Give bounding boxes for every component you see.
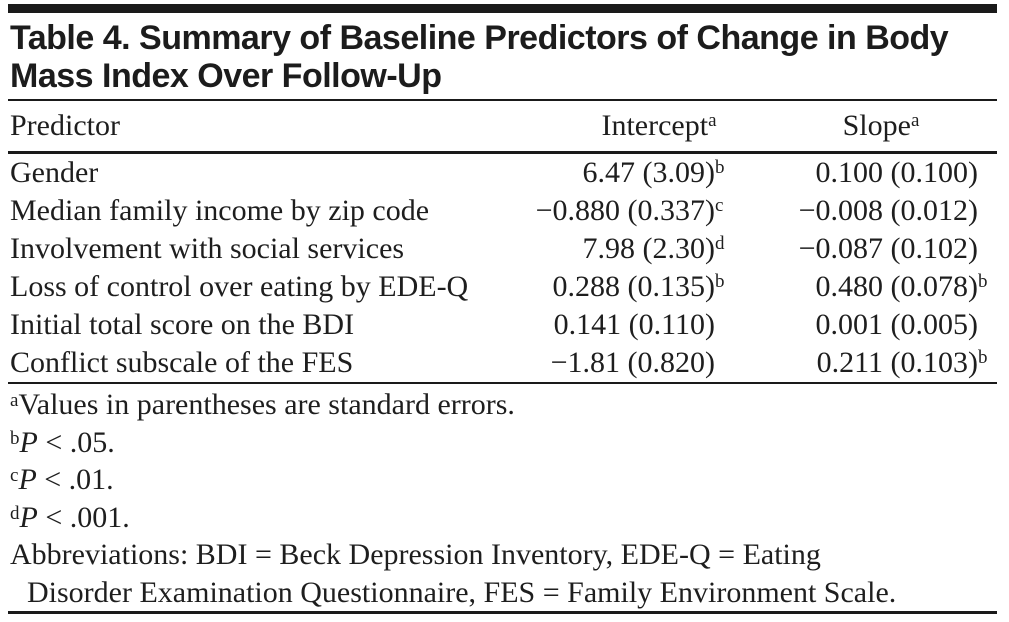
slope-cell: −0.008 (0.012) [798,194,978,227]
header-rule [8,151,997,154]
table-row: Involvement with social services 7.98 (2… [8,230,997,268]
predictor-cell: Gender [10,156,99,189]
predictor-cell: Loss of control over eating by EDE-Q [10,270,469,303]
body-rule [8,382,997,384]
footnote-text: < .001. [37,500,130,534]
footnote-text: < .05. [37,425,115,459]
footnote: bP < .05. [10,425,115,459]
slope-cell: 0.001 (0.005) [815,308,978,341]
table-row: Median family income by zip code −0.880 … [8,192,997,230]
footnote: aValues in parentheses are standard erro… [10,388,515,421]
predictor-cell: Initial total score on the BDI [10,308,355,341]
intercept-cell: 7.98 (2.30)d [582,232,725,265]
table-row: Loss of control over eating by EDE-Q 0.2… [8,268,997,306]
intercept-cell: 6.47 (3.09)b [582,156,725,189]
predictor-cell: Involvement with social services [10,232,405,265]
footnote-italic-p: P [18,463,37,496]
footnote-text: < .01. [36,463,114,496]
column-header-intercept: Intercepta [601,109,717,142]
footnote-italic-p: P [19,500,38,534]
table-title: Table 4. Summary of Baseline Predictors … [8,13,997,99]
top-rule [8,4,997,13]
title-rule [8,99,997,101]
intercept-cell: 0.288 (0.135)b [552,270,725,303]
table-row: Gender 6.47 (3.09)b 0.100 (0.100) [8,154,997,192]
table-row: Initial total score on the BDI 0.141 (0.… [8,306,997,344]
footnote-italic-p: P [19,425,38,459]
table-content: Table 4. Summary of Baseline Predictors … [8,0,997,614]
abbreviations-line1: Abbreviations: BDI = Beck Depression Inv… [10,538,821,571]
table-row: Conflict subscale of the FES −1.81 (0.82… [8,344,997,382]
slope-cell: −0.087 (0.102) [798,232,978,265]
bottom-rule [8,611,997,614]
footnotes: aValues in parentheses are standard erro… [10,386,997,536]
column-header-slope: Slopea [842,109,920,142]
slope-cell: 0.100 (0.100) [815,156,978,189]
table-title-line2: Mass Index Over Follow-Up [10,57,442,95]
intercept-header-label: Intercept [601,109,709,142]
predictor-cell: Conflict subscale of the FES [10,346,354,379]
slope-cell: 0.480 (0.078)b [815,270,988,303]
abbreviations-line2: Disorder Examination Questionnaire, FES … [27,575,897,609]
footnote: dP < .001. [10,500,130,534]
table-body: Gender 6.47 (3.09)b 0.100 (0.100) Median… [8,154,997,382]
table-title-line1: Table 4. Summary of Baseline Predictors … [10,19,949,57]
intercept-cell: 0.141 (0.110) [553,308,715,341]
intercept-cell: −0.880 (0.337)c [535,194,724,227]
predictor-cell: Median family income by zip code [10,194,430,227]
table-header-row: Predictor Intercepta Slopea [8,101,997,151]
intercept-cell: −1.81 (0.820) [550,346,715,379]
column-header-predictor: Predictor [10,109,120,142]
slope-header-label: Slope [842,109,911,142]
slope-cell: 0.211 (0.103)b [816,346,988,379]
footnote-text: Values in parentheses are standard error… [18,388,515,421]
footnote: cP < .01. [10,463,114,496]
table-notes: aValues in parentheses are standard erro… [8,384,997,611]
